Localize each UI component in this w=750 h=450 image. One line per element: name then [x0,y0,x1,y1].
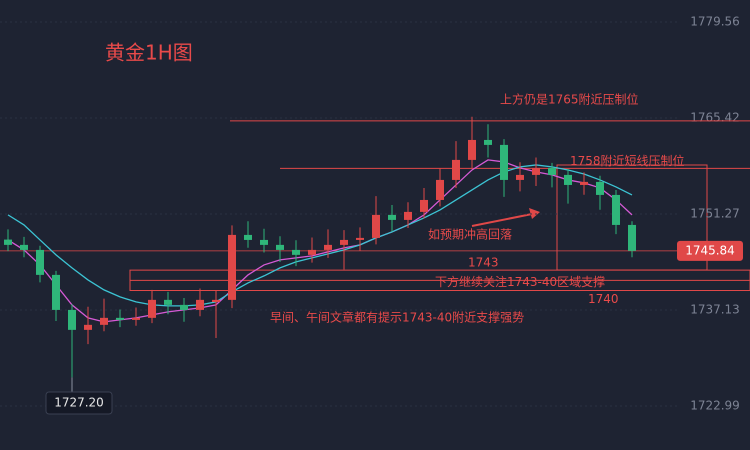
annotation: 如预期冲高回落 [428,227,512,242]
arrow [471,213,533,227]
support-top: 1743 [468,256,499,270]
ma-line [7,164,633,307]
candle-body [628,224,636,251]
candle-body [212,299,220,303]
candle-body [420,199,428,212]
candle-body [500,144,508,180]
candle-body [68,309,76,330]
candle-body [52,274,60,310]
y-tick-label: 1751.27 [690,207,740,221]
candle-body [228,234,236,300]
candle-body [468,139,476,160]
candle-body [260,239,268,245]
last-price-label: 1745.84 [685,243,735,257]
candle-body [596,181,604,195]
support-label: 下方继续关注1743-40区域支撑 [435,274,605,289]
candle-body [36,249,44,275]
candle-body [340,239,348,245]
candle-body [100,317,108,325]
candle-body [356,237,364,240]
y-tick-label: 1722.99 [690,398,740,412]
candle-body [612,194,620,225]
annotation: 早间、午间文章都有提示1743-40附近支撑强势 [270,310,524,325]
candle-body [308,249,316,255]
candle-body [84,324,92,330]
candle-body [292,249,300,255]
candle-body [372,214,380,238]
candle-body [564,174,572,185]
arrow-head [529,208,540,219]
resistance-label: 上方仍是1765附近压制位 [500,91,639,106]
candle-body [580,181,588,185]
chart-title: 黄金1H图 [105,41,193,65]
candle-body [452,159,460,180]
candle-body [404,211,412,220]
candle-body [196,299,204,310]
support-bottom: 1740 [588,292,619,306]
y-tick-label: 1779.56 [690,14,740,28]
candle-body [132,317,140,320]
candle-body [276,244,284,250]
candle-body [244,234,252,240]
candle-body [532,167,540,175]
candle-body [164,299,172,305]
last-price-box [677,240,743,261]
candle-body [324,244,332,250]
candle-body [548,167,556,175]
low-marker-box [45,391,113,415]
candle-body [20,244,28,250]
candle-body [148,299,156,318]
candle-body [516,174,524,180]
candle-body [180,304,188,310]
candle-body [4,239,12,245]
low-marker-label: 1727.20 [54,396,104,410]
y-tick-label: 1765.42 [690,110,740,124]
resistance-label: 1758附近短线压制位 [570,153,685,168]
candle-body [436,179,444,200]
y-tick-label: 1737.13 [690,302,740,316]
candle-body [116,317,124,320]
candle-body [484,139,492,145]
ma-line [7,159,633,323]
candle-body [388,214,396,220]
